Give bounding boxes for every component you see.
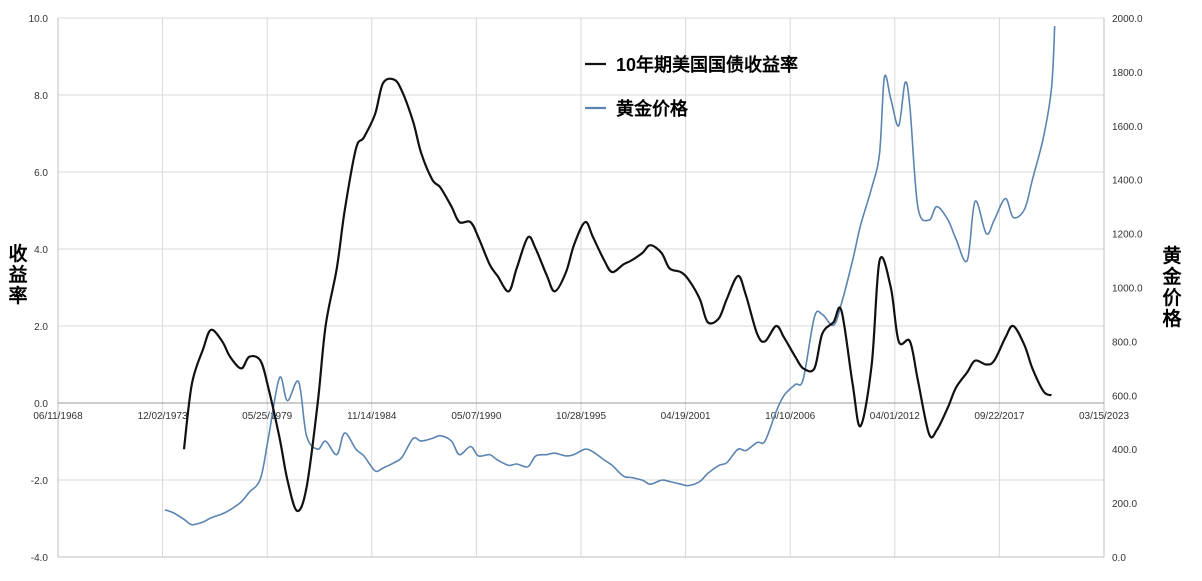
right-y-tick-label: 2000.0 (1112, 14, 1143, 25)
x-tick-label: 05/07/1990 (451, 411, 501, 422)
right-y-tick-label: 400.0 (1112, 445, 1137, 456)
left-y-tick-label: 4.0 (34, 245, 48, 256)
left-y-tick-label: 8.0 (34, 91, 48, 102)
legend-label-gold-price: 黄金价格 (616, 98, 689, 119)
right-axis-title: 黄 金 价 格 (1161, 244, 1182, 330)
left-y-tick-label: 6.0 (34, 168, 48, 179)
right-y-tick-label: 600.0 (1112, 391, 1137, 402)
left-axis-title-char: 收 (8, 242, 27, 265)
series-line-treasury-yield (182, 77, 1052, 513)
left-y-tick-label: -2.0 (31, 476, 49, 487)
right-axis-title-char: 黄 (1162, 244, 1181, 267)
left-y-tick-label: 2.0 (34, 322, 48, 333)
x-tick-label: 10/28/1995 (556, 411, 606, 422)
x-tick-label: 04/19/2001 (661, 411, 711, 422)
x-axis-ticks: 06/11/1968 12/02/1973 05/25/1979 11/14/1984… (33, 411, 1129, 422)
right-y-tick-label: 0.0 (1112, 553, 1126, 564)
x-tick-label: 10/10/2006 (765, 411, 815, 422)
left-y-tick-label: 0.0 (34, 399, 48, 410)
left-axis-title-char: 益 (8, 263, 27, 286)
right-y-tick-label: 1600.0 (1112, 122, 1143, 133)
left-y-tick-label: 10.0 (29, 14, 49, 25)
left-y-tick-label: -4.0 (31, 553, 49, 564)
x-tick-label: 09/22/2017 (974, 411, 1024, 422)
left-axis-title: 收 益 率 (8, 242, 27, 307)
right-axis-title-char: 金 (1161, 265, 1182, 288)
right-y-tick-label: 1200.0 (1112, 230, 1143, 241)
x-tick-label: 12/02/1973 (138, 411, 188, 422)
left-y-axis-ticks: -4.0 -2.0 0.0 2.0 4.0 6.0 8.0 10.0 (29, 14, 49, 564)
legend: 10年期美国国债收益率 黄金价格 (585, 54, 798, 119)
x-tick-label: 04/01/2012 (870, 411, 920, 422)
x-tick-label: 05/25/1979 (242, 411, 292, 422)
series-lines (164, 26, 1056, 526)
gridlines (57, 17, 1105, 558)
x-tick-label: 11/14/1984 (347, 411, 397, 422)
right-y-tick-label: 200.0 (1112, 499, 1137, 510)
right-y-tick-label: 1800.0 (1112, 68, 1143, 79)
right-y-tick-label: 800.0 (1112, 337, 1137, 348)
right-y-tick-label: 1000.0 (1112, 284, 1143, 295)
series-line-gold-price (164, 26, 1056, 526)
legend-label-treasury-yield: 10年期美国国债收益率 (616, 54, 798, 75)
left-axis-title-char: 率 (8, 284, 27, 307)
right-y-axis-ticks: 0.0 200.0 400.0 600.0 800.0 1000.0 1200.0 1400.… (1112, 14, 1143, 564)
x-tick-label: 03/15/2023 (1079, 411, 1129, 422)
right-axis-title-char: 价 (1162, 287, 1182, 309)
right-axis-title-char: 格 (1162, 307, 1182, 330)
axes (57, 18, 1105, 558)
right-y-tick-label: 1400.0 (1112, 176, 1143, 187)
x-tick-label: 06/11/1968 (33, 411, 83, 422)
